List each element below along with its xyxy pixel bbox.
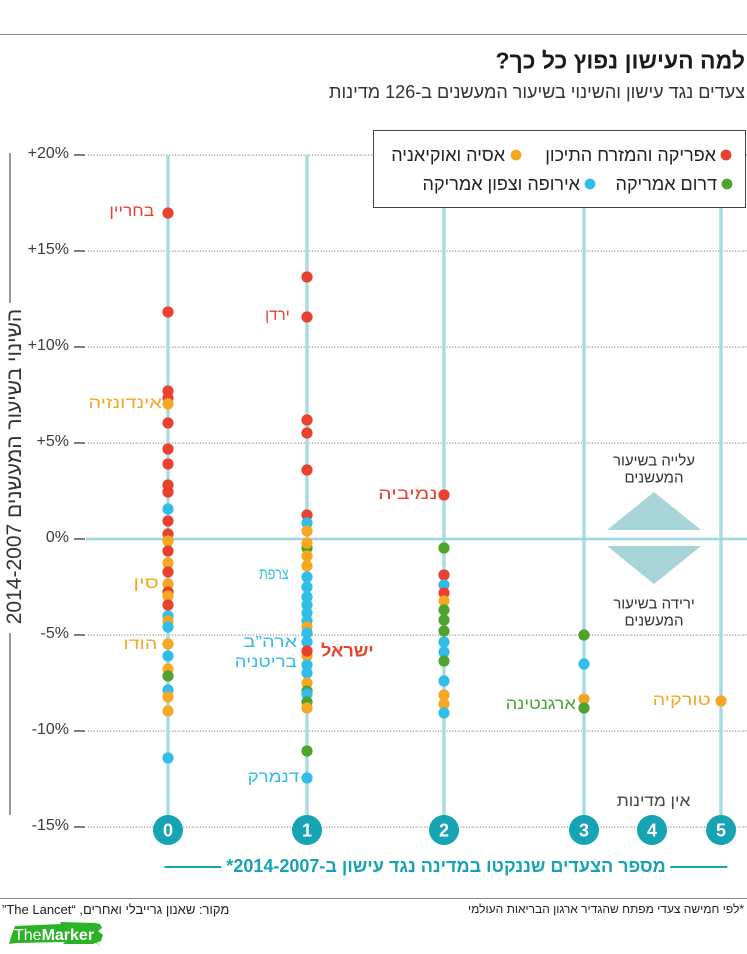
svg-text:TheMarker: TheMarker [14,927,94,944]
